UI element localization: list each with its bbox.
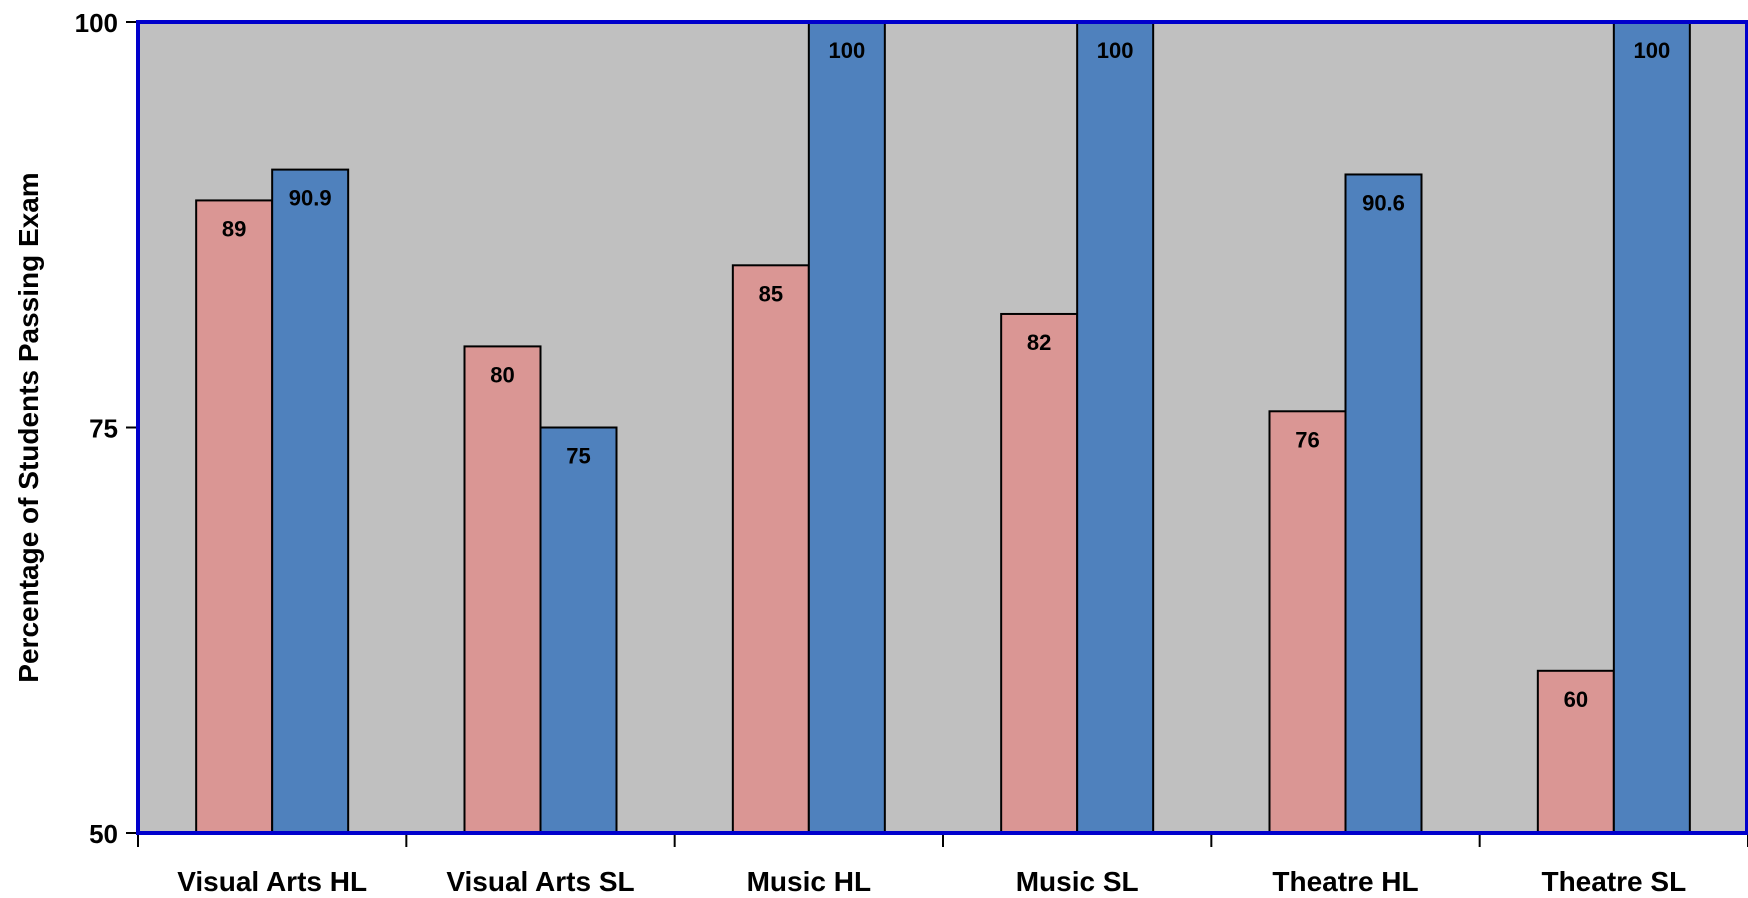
data-label: 100 [1633, 38, 1670, 63]
bar-2-1 [271, 168, 350, 835]
bar-2-2 [539, 426, 618, 834]
axis-ticks-group: Visual Arts HL Visual Arts SL Music HL Musi… [75, 8, 1748, 897]
bar-2-5 [1344, 173, 1423, 834]
data-label: 60 [1564, 687, 1588, 712]
x-tick-label: Music HL [747, 866, 871, 897]
data-label: 85 [759, 281, 783, 306]
plot-border [136, 20, 1748, 835]
x-tick-label: Theatre HL [1272, 866, 1418, 897]
data-label: 80 [490, 362, 514, 387]
bar-2-3 [807, 21, 886, 834]
data-label: 90.6 [1362, 190, 1405, 215]
bar-2-4 [1076, 21, 1155, 834]
bar-2-6 [1612, 21, 1691, 834]
data-label: 75 [566, 444, 590, 469]
data-label: 89 [222, 216, 246, 241]
bar-1-3 [731, 264, 810, 834]
y-tick-label: 100 [75, 8, 118, 38]
data-label: 90.9 [289, 186, 332, 211]
x-tick-label: Visual Arts HL [177, 866, 367, 897]
x-tick-label: Music SL [1016, 866, 1139, 897]
y-axis-title: Percentage of Students Passing Exam [13, 172, 44, 682]
x-tick-label: Theatre SL [1541, 866, 1686, 897]
bar-1-1 [195, 199, 274, 835]
x-tick-label: Visual Arts SL [446, 866, 634, 897]
data-label: 100 [828, 38, 865, 63]
bar-1-2 [463, 345, 542, 834]
bar-1-4 [1000, 312, 1079, 834]
bar-1-5 [1268, 410, 1347, 834]
data-label: 82 [1027, 330, 1051, 355]
plot-area [138, 22, 1748, 833]
data-label: 76 [1295, 427, 1319, 452]
data-label: 100 [1097, 38, 1134, 63]
y-tick-label: 50 [89, 819, 118, 849]
y-tick-label: 75 [89, 414, 118, 444]
bars-group: 89 90.9 80 75 85 100 82 100 76 90.6 60 100 [195, 21, 1691, 835]
